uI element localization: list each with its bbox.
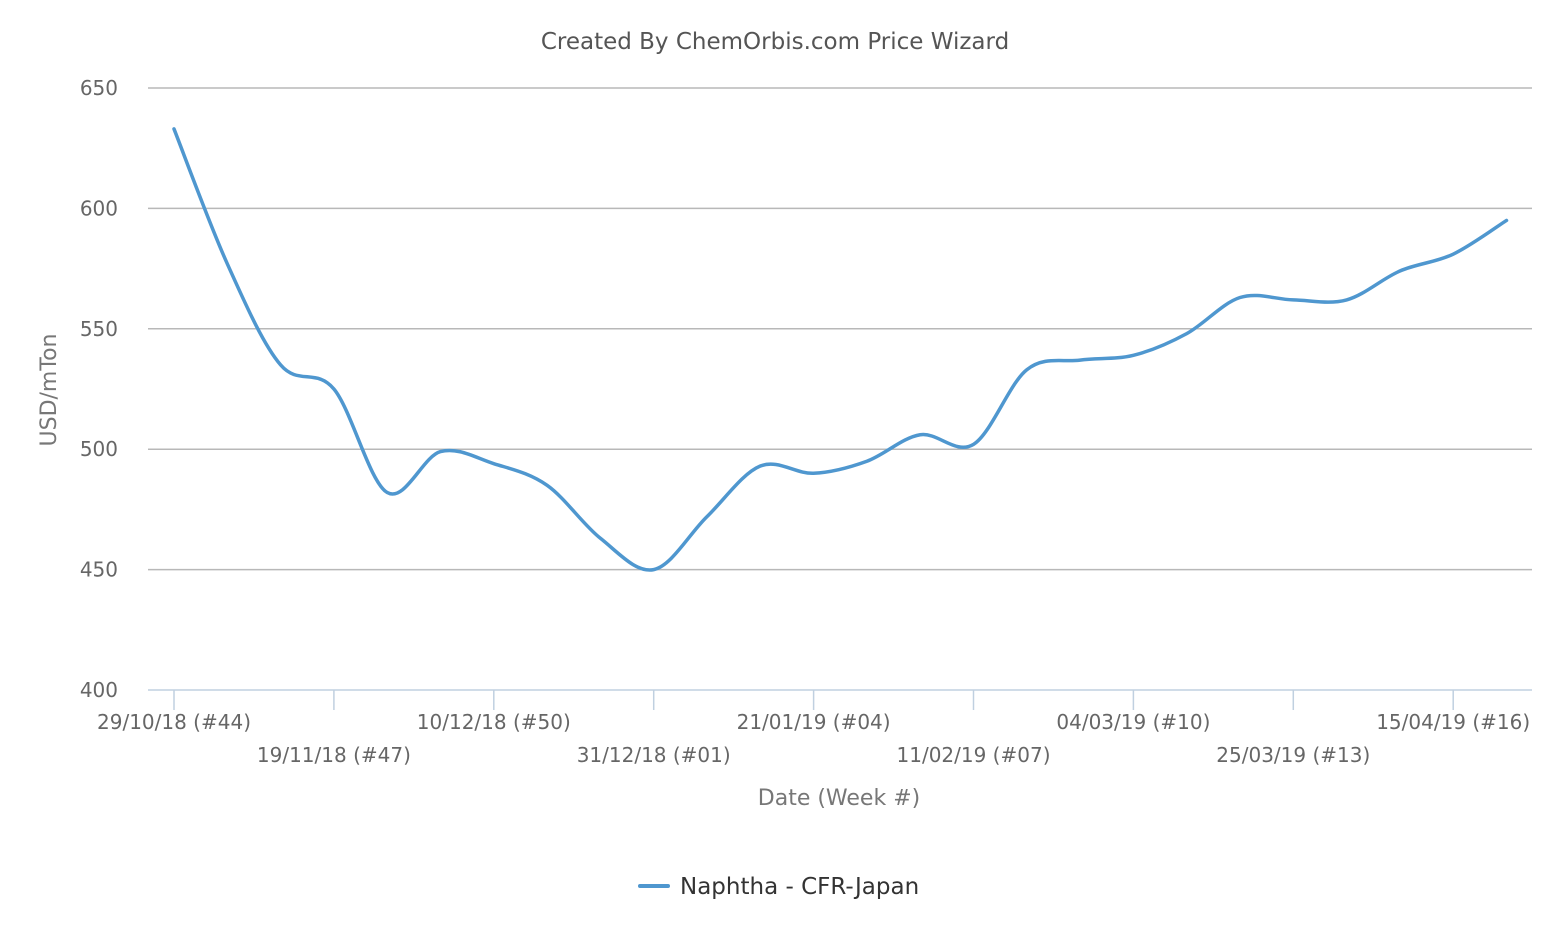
x-tick-label: 29/10/18 (#44) [97, 710, 251, 734]
x-tick-label: 31/12/18 (#01) [577, 743, 731, 767]
legend-label[interactable]: Naphtha - CFR-Japan [680, 874, 919, 900]
chart-title: Created By ChemOrbis.com Price Wizard [541, 29, 1009, 55]
y-tick-label: 600 [80, 196, 118, 220]
series-group [172, 127, 1509, 572]
x-tick-label: 19/11/18 (#47) [257, 743, 411, 767]
x-axis-ticks: 29/10/18 (#44)19/11/18 (#47)10/12/18 (#5… [97, 690, 1530, 767]
y-tick-label: 650 [80, 76, 118, 100]
y-tick-label: 550 [80, 317, 118, 341]
x-tick-label: 10/12/18 (#50) [417, 710, 571, 734]
x-tick-label: 15/04/19 (#16) [1376, 710, 1530, 734]
y-axis-tick-labels: 400 450 500 550 600 650 [80, 76, 118, 702]
x-axis-title: Date (Week #) [758, 786, 920, 811]
x-tick-label: 04/03/19 (#10) [1056, 710, 1210, 734]
gridlines [148, 87, 1532, 571]
x-tick-label: 11/02/19 (#07) [897, 743, 1051, 767]
y-tick-label: 500 [80, 437, 118, 461]
legend[interactable]: Naphtha - CFR-Japan [638, 874, 919, 900]
x-tick-label: 21/01/19 (#04) [737, 710, 891, 734]
x-tick-label: 25/03/19 (#13) [1216, 743, 1370, 767]
series-line-0[interactable] [172, 127, 1509, 572]
y-axis-title: USD/mTon [37, 334, 62, 447]
y-tick-label: 400 [80, 678, 118, 702]
y-tick-label: 450 [80, 558, 118, 582]
